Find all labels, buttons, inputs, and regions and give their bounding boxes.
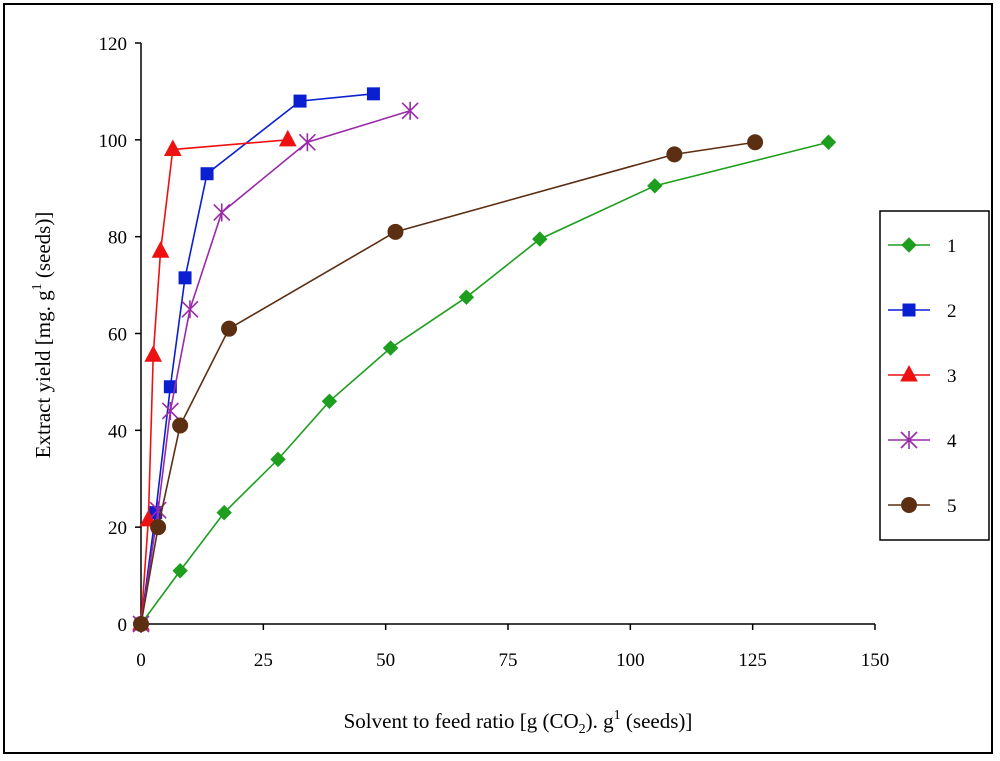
series-5-point [150,519,167,536]
x-tick-label: 100 [616,650,645,671]
series-2-point [163,380,177,394]
x-tick-label: 75 [499,650,518,671]
legend-item-3: 3 [888,364,957,387]
series-4 [132,101,419,633]
series-3-point [144,345,163,362]
x-tick-label: 0 [136,650,146,671]
series-2-point [293,94,307,108]
series-5-point [172,417,189,434]
legend-label: 3 [947,366,957,387]
series-1-point [270,451,286,468]
series-2-line [140,93,374,625]
series-1-point [820,134,837,150]
y-tick-label: 120 [99,34,128,55]
legend-item-2: 2 [888,301,957,322]
series-1-point [321,393,338,409]
legend-label: 1 [947,236,957,257]
figure-frame [3,3,993,754]
series-5-point [747,134,764,151]
series-3-point [278,129,297,147]
axes [140,43,875,625]
series-4-point [213,203,231,222]
series-4-line [140,110,411,625]
series-1-line [140,141,829,625]
y-tick-label: 100 [99,131,128,152]
series-2-point [200,167,214,181]
series-1-point [458,289,475,305]
series-5-point [387,223,404,240]
series-4-point [181,300,199,319]
series-1-point [172,563,188,579]
legend: 1 2 3 4 5 [879,210,990,541]
series-1-point [532,231,548,247]
legend-swatch-marker [901,497,917,513]
y-tick-label: 40 [108,421,127,442]
x-ticks: 0 25 50 75 100 125 150 [136,624,889,671]
y-tick-label: 0 [118,615,128,636]
series-3-line [140,139,288,625]
x-tick-label: 125 [738,650,767,671]
legend-item-4: 4 [888,431,957,452]
legend-swatch-marker [901,237,917,253]
series-5-point [221,320,238,337]
legend-label: 2 [947,301,957,322]
series-4-point [161,401,179,420]
series-3-point [151,241,170,258]
series-2-point [178,271,192,285]
series-layer [132,87,837,633]
x-tick-label: 50 [376,650,395,671]
legend-label: 5 [947,496,957,517]
legend-item-1: 1 [888,236,957,257]
series-3-point [163,139,182,157]
series-5-point [133,616,149,632]
x-tick-label: 25 [254,650,273,671]
legend-label: 4 [947,431,957,452]
y-axis-label: Extract yield [mg. g1 (seeds)] [30,212,55,459]
legend-swatch-marker [902,303,916,317]
y-ticks: 0 20 40 60 80 100 120 [99,34,141,636]
y-tick-label: 60 [108,325,127,346]
series-4-point [401,101,419,120]
series-4-point [298,133,316,152]
y-tick-label: 80 [108,228,127,249]
x-tick-label: 150 [861,650,890,671]
legend-swatch-marker [900,431,918,449]
series-2 [134,87,380,631]
series-1-point [382,340,399,356]
series-1-point [647,178,663,194]
legend-item-5: 5 [888,496,957,517]
x-axis-label: Solvent to feed ratio [g (CO2). g1 (seed… [344,708,693,737]
series-2-point [366,87,380,101]
legend-swatch-marker [900,364,918,382]
series-5 [133,134,764,632]
y-tick-label: 20 [108,518,127,539]
series-1 [133,134,837,632]
series-5-line [140,141,756,625]
series-5-point [666,146,683,163]
series-1-point [216,504,232,521]
